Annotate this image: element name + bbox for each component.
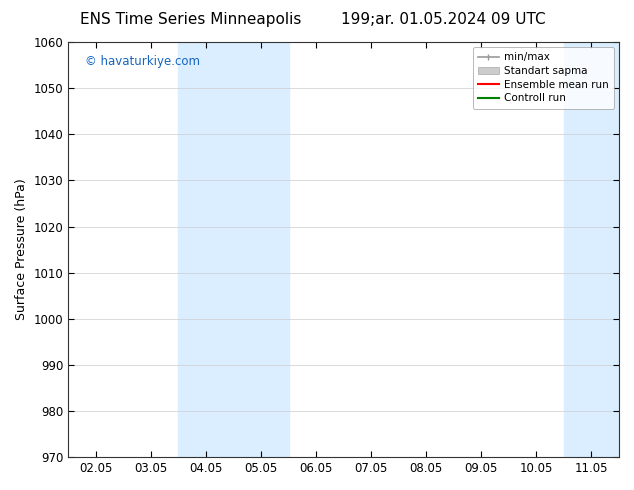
Y-axis label: Surface Pressure (hPa): Surface Pressure (hPa) (15, 179, 28, 320)
Bar (564, 42, 619, 457)
Text: ENS Time Series Minneapolis: ENS Time Series Minneapolis (79, 12, 301, 27)
Bar (178, 42, 288, 457)
Text: © havaturkiye.com: © havaturkiye.com (85, 54, 200, 68)
Legend: min/max, Standart sapma, Ensemble mean run, Controll run: min/max, Standart sapma, Ensemble mean r… (472, 47, 614, 109)
Text: 199;ar. 01.05.2024 09 UTC: 199;ar. 01.05.2024 09 UTC (342, 12, 546, 27)
